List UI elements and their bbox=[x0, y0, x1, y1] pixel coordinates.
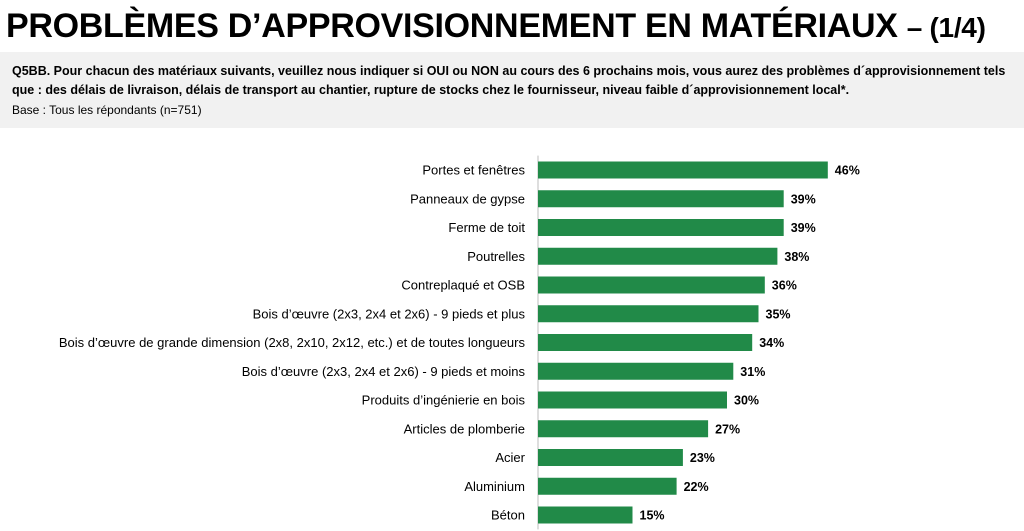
category-label: Aluminium bbox=[464, 479, 525, 494]
category-label: Portes et fenêtres bbox=[422, 163, 525, 178]
bar bbox=[538, 362, 734, 380]
value-label: 39% bbox=[791, 221, 816, 235]
category-label: Ferme de toit bbox=[448, 220, 525, 235]
category-label: Bois d’œuvre (2x3, 2x4 et 2x6) - 9 pieds… bbox=[242, 364, 526, 379]
value-label: 36% bbox=[772, 279, 797, 293]
value-label: 35% bbox=[766, 307, 791, 321]
category-label: Acier bbox=[495, 450, 525, 465]
bar bbox=[538, 161, 828, 179]
category-label: Contreplaqué et OSB bbox=[401, 278, 525, 293]
bar bbox=[538, 305, 759, 323]
value-label: 15% bbox=[640, 509, 665, 523]
bar bbox=[538, 334, 753, 351]
bar bbox=[538, 247, 778, 265]
question-box: Q5BB. Pour chacun des matériaux suivants… bbox=[0, 52, 1024, 128]
value-label: 46% bbox=[835, 164, 860, 178]
bar bbox=[538, 190, 784, 208]
base-text: Base : Tous les répondants (n=751) bbox=[12, 103, 202, 117]
bar bbox=[538, 420, 709, 438]
value-label: 22% bbox=[684, 480, 709, 494]
question-text: Q5BB. Pour chacun des matériaux suivants… bbox=[12, 64, 1006, 97]
category-label: Articles de plomberie bbox=[404, 421, 525, 436]
bar bbox=[538, 477, 677, 495]
category-label: Bois d’œuvre de grande dimension (2x8, 2… bbox=[59, 335, 526, 350]
value-label: 38% bbox=[784, 250, 809, 264]
category-label: Poutrelles bbox=[467, 249, 525, 264]
category-label: Produits d’ingénierie en bois bbox=[362, 393, 526, 408]
bar bbox=[538, 219, 784, 236]
title-suffix: – (1/4) bbox=[906, 12, 986, 43]
page-title: PROBLÈMES D’APPROVISIONNEMENT EN MATÉRIA… bbox=[6, 2, 986, 50]
category-label: Panneaux de gypse bbox=[410, 191, 525, 206]
bars-group: Portes et fenêtres 46% Panneaux de gypse 39… bbox=[59, 161, 860, 524]
category-label: Bois d’œuvre (2x3, 2x4 et 2x6) - 9 pieds… bbox=[253, 306, 526, 321]
bar bbox=[538, 449, 683, 466]
value-label: 31% bbox=[740, 365, 765, 379]
value-label: 23% bbox=[690, 451, 715, 465]
bar bbox=[538, 276, 765, 294]
bar bbox=[538, 506, 633, 524]
value-label: 34% bbox=[759, 336, 784, 350]
value-label: 30% bbox=[734, 394, 759, 408]
title-main: PROBLÈMES D’APPROVISIONNEMENT EN MATÉRIA… bbox=[6, 7, 898, 45]
value-label: 27% bbox=[715, 422, 740, 436]
value-label: 39% bbox=[791, 192, 816, 206]
category-label: Béton bbox=[491, 508, 525, 523]
bar bbox=[538, 391, 727, 409]
